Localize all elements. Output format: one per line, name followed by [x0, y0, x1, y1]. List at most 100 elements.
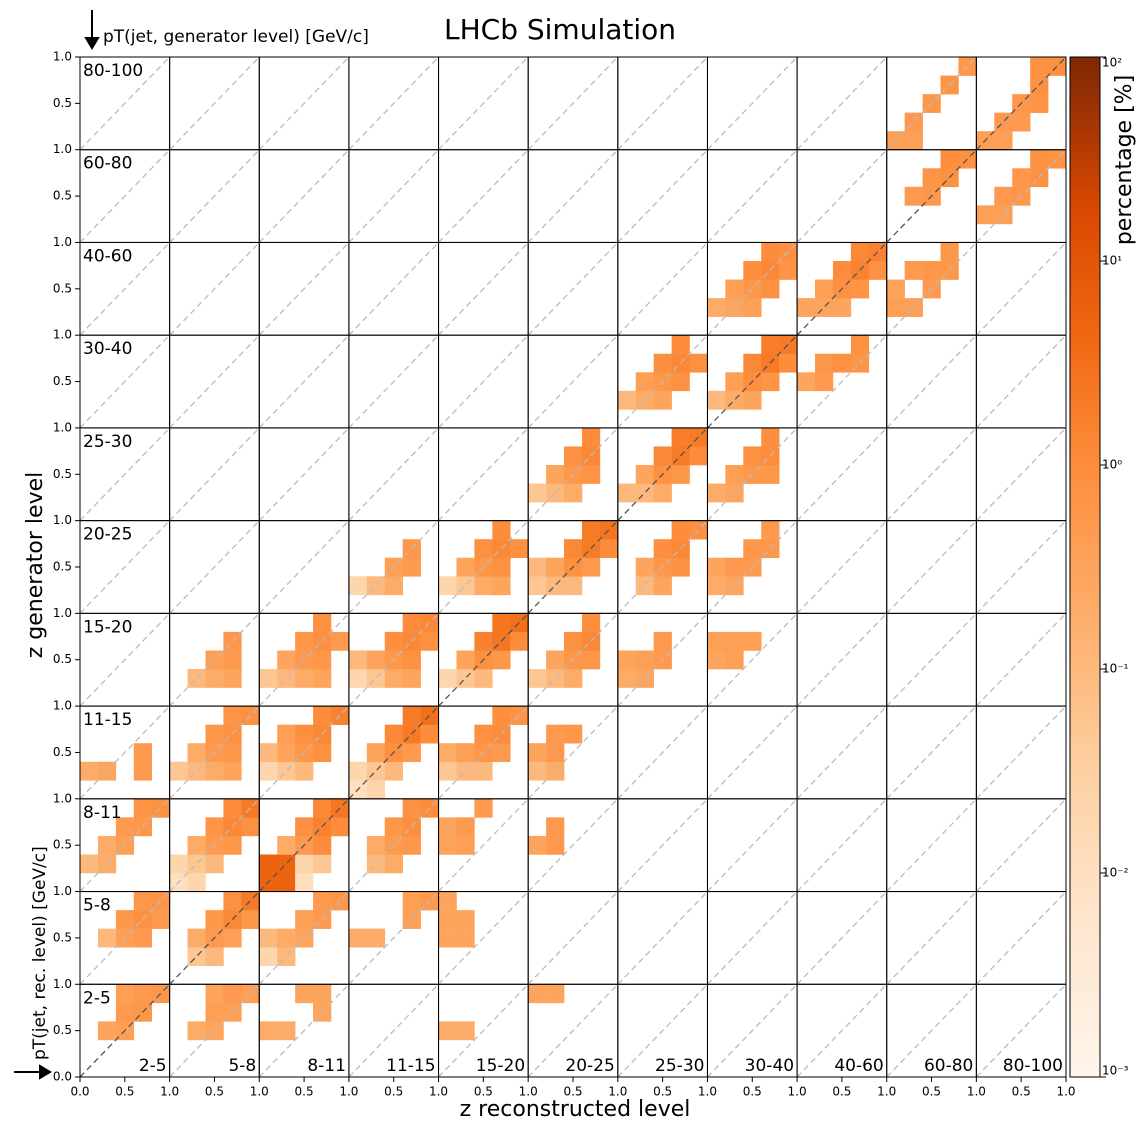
heatmap-cell: [725, 298, 744, 317]
rec-pt-axis-label: pT(jet, rec. level) [GeV/c]: [30, 846, 50, 1060]
panel-diagonal: [258, 612, 350, 707]
heatmap-cell: [940, 149, 959, 169]
heatmap-cell: [366, 669, 386, 688]
heatmap-cell: [546, 724, 565, 744]
heatmap-cell: [295, 761, 314, 781]
heatmap-cell: [617, 669, 637, 688]
x-tick-label: 0.5: [474, 1085, 493, 1099]
heatmap-cell: [438, 928, 457, 948]
heatmap-cell: [205, 947, 224, 967]
heatmap-cell: [384, 761, 403, 781]
heatmap-cell: [725, 557, 744, 577]
heatmap-cell: [581, 613, 601, 633]
panel-diagonal: [527, 334, 619, 429]
panel-diagonal: [438, 520, 529, 614]
heatmap-cell: [438, 817, 457, 837]
heatmap-cell: [456, 835, 475, 855]
heatmap-cell: [492, 576, 511, 596]
panel-diagonal: [348, 891, 440, 985]
panel-diagonal: [796, 705, 888, 800]
heatmap-cell: [922, 168, 941, 188]
heatmap-cell: [187, 854, 206, 874]
heatmap-cell: [689, 446, 708, 466]
heatmap-cell: [779, 261, 798, 280]
heatmap-cell: [528, 557, 547, 577]
gen-pt-bin-label: 15-20: [83, 617, 132, 637]
heatmap-cell: [169, 854, 188, 874]
panel-diagonal: [258, 334, 350, 429]
y-tick-label: 1.0: [53, 328, 72, 342]
heatmap-cell: [384, 854, 403, 874]
heatmap-cell: [581, 650, 601, 670]
heatmap-cell: [546, 650, 565, 670]
heatmap-cell: [366, 743, 386, 763]
heatmap-cell: [295, 984, 314, 1004]
heatmap-cell: [384, 724, 403, 744]
heatmap-cell: [564, 669, 583, 688]
heatmap-cell: [241, 910, 260, 929]
panel-diagonal: [527, 520, 619, 614]
chart-title: LHCb Simulation: [444, 13, 676, 46]
panel-diagonal: [706, 334, 798, 429]
heatmap-cell: [1012, 168, 1031, 188]
heatmap-cell: [635, 557, 654, 577]
heatmap-cell: [581, 465, 601, 484]
heatmap-cell: [779, 353, 798, 373]
heatmap-cell: [420, 631, 439, 651]
heatmap-cell: [80, 854, 99, 874]
panel-diagonal: [438, 242, 529, 336]
panel-diagonal: [527, 705, 619, 800]
x-tick-label: 1.0: [250, 1085, 269, 1099]
heatmap-cell: [689, 353, 708, 373]
panel-diagonal: [706, 149, 798, 243]
colorbar-tick-label: 10⁻¹: [1102, 662, 1129, 676]
heatmap-cell: [97, 835, 117, 855]
heatmap-cell: [313, 835, 332, 855]
panel-diagonal: [886, 242, 977, 336]
panel-diagonal: [348, 242, 440, 336]
heatmap-cell: [761, 465, 780, 484]
panel-frame: [975, 56, 1067, 151]
heatmap-cell: [492, 557, 511, 577]
heatmap-cell: [330, 817, 350, 837]
heatmap-cell: [223, 835, 242, 855]
panel-diagonal: [796, 149, 888, 243]
heatmap-cell: [295, 631, 314, 651]
gen-pt-bin-label: 11-15: [83, 710, 132, 730]
panel-diagonal: [796, 891, 888, 985]
heatmap-cell: [994, 112, 1013, 132]
y-tick-label: 0.5: [53, 838, 72, 852]
heatmap-cell: [402, 891, 421, 911]
x-tick-label: 1.0: [608, 1085, 627, 1099]
panel-diagonal: [438, 612, 529, 707]
x-tick-label: 0.5: [1012, 1085, 1031, 1099]
panel-diagonal: [706, 242, 798, 336]
panel-diagonal: [796, 427, 888, 522]
heatmap-cell: [402, 669, 421, 688]
heatmap-cell: [1030, 149, 1049, 169]
heatmap-cell: [546, 465, 565, 484]
heatmap-cell: [420, 724, 439, 744]
panel-diagonal: [169, 612, 260, 707]
panel-diagonal: [438, 149, 529, 243]
panel-diagonal: [975, 612, 1067, 707]
heatmap-cell: [761, 372, 780, 392]
heatmap-cell: [259, 761, 278, 781]
heatmap-cell: [617, 650, 637, 670]
heatmap-cell: [581, 427, 601, 447]
heatmap-cell: [635, 465, 654, 484]
heatmap-cell: [259, 669, 278, 688]
heatmap-cell: [850, 242, 870, 262]
heatmap-cell: [707, 557, 726, 577]
panel-diagonal: [706, 520, 798, 614]
heatmap-cell: [904, 112, 923, 132]
heatmap-cell: [456, 557, 475, 577]
y-tick-label: 1.0: [53, 977, 72, 991]
heatmap-cell: [438, 1021, 457, 1041]
heatmap-cell: [277, 743, 296, 763]
panel-diagonal: [438, 891, 529, 985]
colorbar-tick-label: 10²: [1102, 56, 1122, 70]
heatmap-cell: [277, 947, 296, 967]
heatmap-cell: [707, 298, 726, 317]
heatmap-cell: [187, 873, 206, 892]
